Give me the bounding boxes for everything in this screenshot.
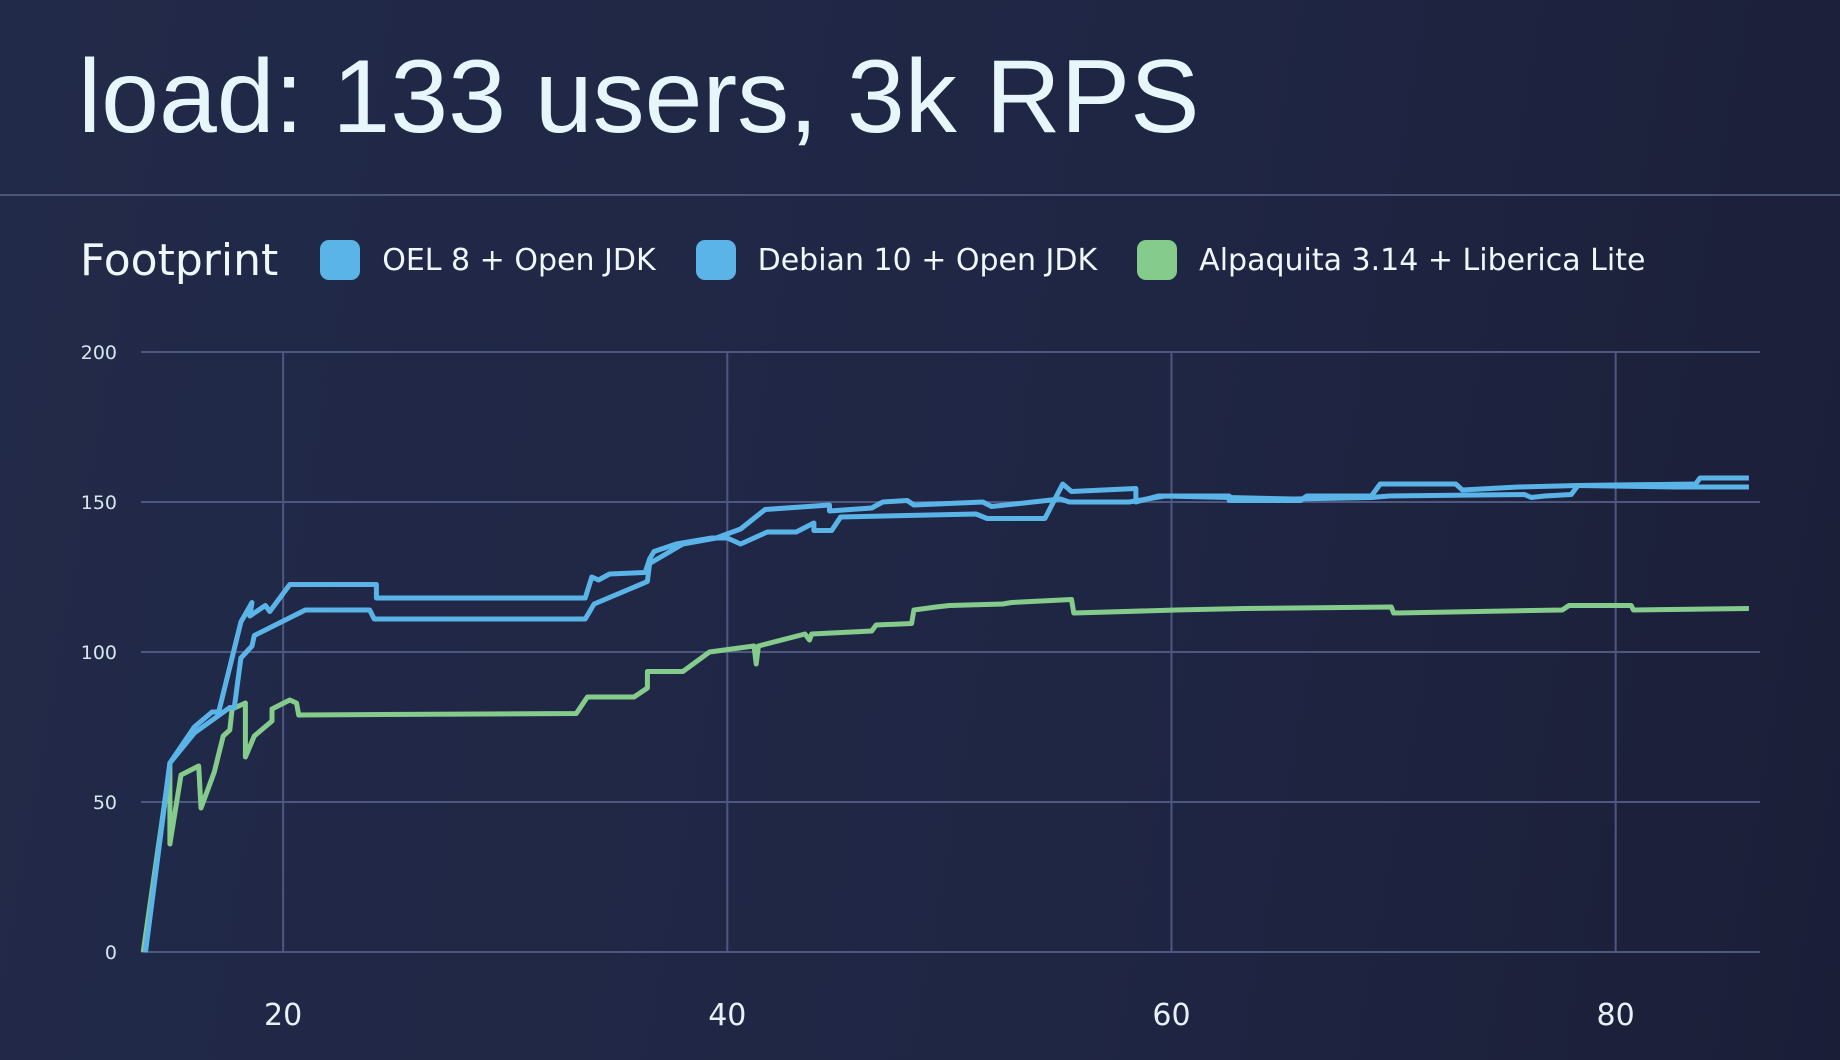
page-title: load: 133 users, 3k RPS (78, 39, 1200, 155)
x-tick-label: 80 (1597, 998, 1635, 1033)
series-line-debian (142, 483, 1749, 953)
y-tick-label: 0 (105, 942, 117, 964)
y-tick-label: 100 (81, 642, 117, 664)
y-tick-label: 200 (81, 342, 117, 364)
divider (0, 194, 1840, 196)
chart-legend: Footprint OEL 8 + Open JDK Debian 10 + O… (80, 232, 1685, 288)
legend-swatch-alpaquita (1137, 240, 1178, 280)
legend-swatch-debian (695, 240, 736, 280)
y-tick-label: 150 (81, 492, 117, 514)
x-tick-label: 20 (264, 998, 302, 1033)
x-tick-label: 60 (1152, 998, 1190, 1033)
chart-title: Footprint (80, 234, 279, 286)
legend-item-debian[interactable]: Debian 10 + Open JDK (695, 240, 1098, 280)
legend-item-oel[interactable]: OEL 8 + Open JDK (320, 240, 656, 280)
x-tick-label: 40 (708, 998, 746, 1033)
y-tick-label: 50 (93, 792, 117, 814)
legend-label-debian: Debian 10 + Open JDK (757, 242, 1098, 278)
legend-swatch-oel (320, 240, 361, 280)
series-line-oel (142, 475, 1749, 953)
series-line-alpaquita (140, 597, 1749, 953)
legend-label-oel: OEL 8 + Open JDK (382, 242, 656, 278)
legend-item-alpaquita[interactable]: Alpaquita 3.14 + Liberica Lite (1137, 240, 1645, 280)
legend-label-alpaquita: Alpaquita 3.14 + Liberica Lite (1199, 242, 1646, 278)
